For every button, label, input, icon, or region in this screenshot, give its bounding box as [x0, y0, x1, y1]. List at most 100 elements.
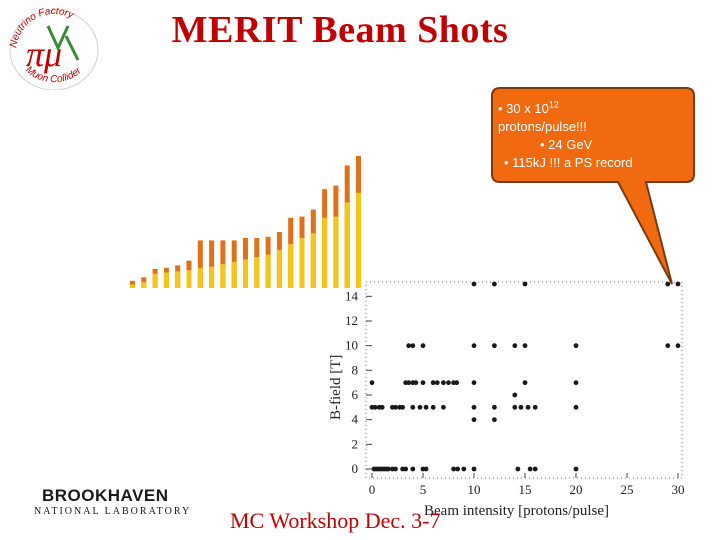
- data-point-17: [461, 466, 467, 472]
- data-point-53: [434, 380, 440, 386]
- data-point-14: [423, 466, 429, 472]
- data-point-48: [406, 380, 412, 386]
- bar-bottom-0: [130, 284, 135, 288]
- data-point-71: [471, 281, 477, 287]
- data-point-63: [420, 343, 426, 349]
- bar-bottom-12: [265, 254, 271, 288]
- bar-bottom-11: [254, 257, 260, 288]
- data-point-70: [675, 343, 681, 349]
- y-tick-label-4: 4: [352, 412, 359, 427]
- x-axis-title: Beam intensity [protons/pulse]: [424, 503, 609, 519]
- bar-top-6: [197, 240, 203, 288]
- x-tick-label-10: 10: [468, 482, 481, 497]
- data-point-62: [410, 343, 416, 349]
- data-point-16: [455, 466, 461, 472]
- x-tick-label-30: 30: [672, 482, 685, 497]
- bar-bottom-10: [243, 259, 248, 288]
- y-tick-label-12: 12: [345, 313, 358, 328]
- data-point-37: [492, 404, 497, 410]
- data-point-51: [420, 380, 426, 386]
- bar-bottom-6: [197, 267, 203, 288]
- y-tick-label-0: 0: [352, 461, 359, 476]
- bar-bottom-9: [231, 261, 237, 288]
- data-point-33: [423, 404, 429, 410]
- y-tick-label-8: 8: [352, 362, 359, 377]
- data-point-68: [573, 343, 579, 349]
- data-point-24: [372, 404, 378, 410]
- data-point-58: [471, 380, 477, 386]
- callout-shape: [491, 87, 695, 285]
- data-point-54: [441, 380, 446, 386]
- bar-bottom-4: [175, 271, 181, 288]
- x-tick-label-25: 25: [621, 482, 634, 497]
- bar-bottom-5: [186, 270, 192, 288]
- data-point-9: [393, 466, 398, 472]
- data-point-73: [522, 281, 528, 287]
- x-tick-label-5: 5: [420, 482, 427, 497]
- bar-bottom-14: [288, 243, 294, 288]
- data-point-69: [665, 343, 671, 349]
- x-tick-label-15: 15: [519, 482, 532, 497]
- nufact-muon-collider-logo-icon: Neutrino Factory Muon Collider πμ: [8, 6, 99, 90]
- data-point-55: [446, 380, 451, 386]
- data-point-36: [471, 404, 477, 410]
- data-point-67: [522, 343, 528, 349]
- data-point-18: [471, 466, 477, 472]
- data-point-65: [492, 343, 497, 349]
- bar-bottom-17: [322, 217, 328, 288]
- data-point-44: [492, 417, 497, 423]
- data-point-26: [379, 404, 385, 410]
- bar-bottom-13: [276, 249, 282, 288]
- x-tick-label-0: 0: [369, 482, 376, 497]
- data-point-31: [410, 404, 416, 410]
- plot-frame: [365, 281, 683, 479]
- callout-line-2: protons/pulse!!!: [498, 119, 587, 135]
- y-tick-label-6: 6: [352, 387, 359, 402]
- data-point-74: [665, 281, 671, 287]
- data-point-7: [385, 466, 391, 472]
- data-point-22: [573, 466, 579, 472]
- logo-center-text: πμ: [26, 34, 62, 74]
- institution-name: BROOKHAVEN: [42, 486, 169, 505]
- y-tick-label-14: 14: [345, 288, 359, 303]
- bar-bottom-15: [299, 238, 305, 288]
- x-tick-label-20: 20: [570, 482, 583, 497]
- bar-bottom-2: [152, 273, 158, 288]
- data-point-12: [410, 466, 416, 472]
- institution-subtitle: NATIONAL LABORATORY: [34, 506, 192, 517]
- y-tick-label-10: 10: [345, 338, 358, 353]
- callout-text: • 30 x 1012 protons/pulse!!! • 24 GeV • …: [498, 96, 698, 172]
- data-point-30: [400, 404, 405, 410]
- y-axis-title: B-field [T]: [328, 355, 344, 420]
- data-point-21: [532, 466, 538, 472]
- callout-line-3: • 24 GeV: [540, 137, 593, 153]
- data-point-64: [471, 343, 477, 349]
- data-point-41: [532, 404, 538, 410]
- bar-top-7: [209, 240, 215, 288]
- data-point-60: [573, 380, 579, 386]
- bar-bottom-7: [209, 266, 215, 288]
- data-point-75: [675, 281, 681, 287]
- data-point-32: [417, 404, 423, 410]
- data-point-19: [515, 466, 521, 472]
- data-point-52: [430, 380, 436, 386]
- data-point-15: [451, 466, 456, 472]
- bar-bottom-3: [163, 272, 169, 288]
- slide-title: MERIT Beam Shots: [171, 9, 509, 51]
- bar-bottom-1: [141, 282, 147, 288]
- data-point-39: [518, 404, 524, 410]
- data-point-43: [471, 417, 477, 423]
- data-point-46: [369, 380, 375, 386]
- data-point-35: [441, 404, 446, 410]
- data-point-40: [525, 404, 531, 410]
- data-point-42: [573, 404, 579, 410]
- data-point-59: [522, 380, 528, 386]
- data-point-45: [512, 392, 518, 398]
- data-point-38: [512, 404, 518, 410]
- data-point-72: [492, 281, 497, 287]
- y-tick-label-2: 2: [352, 436, 359, 451]
- data-point-20: [527, 466, 533, 472]
